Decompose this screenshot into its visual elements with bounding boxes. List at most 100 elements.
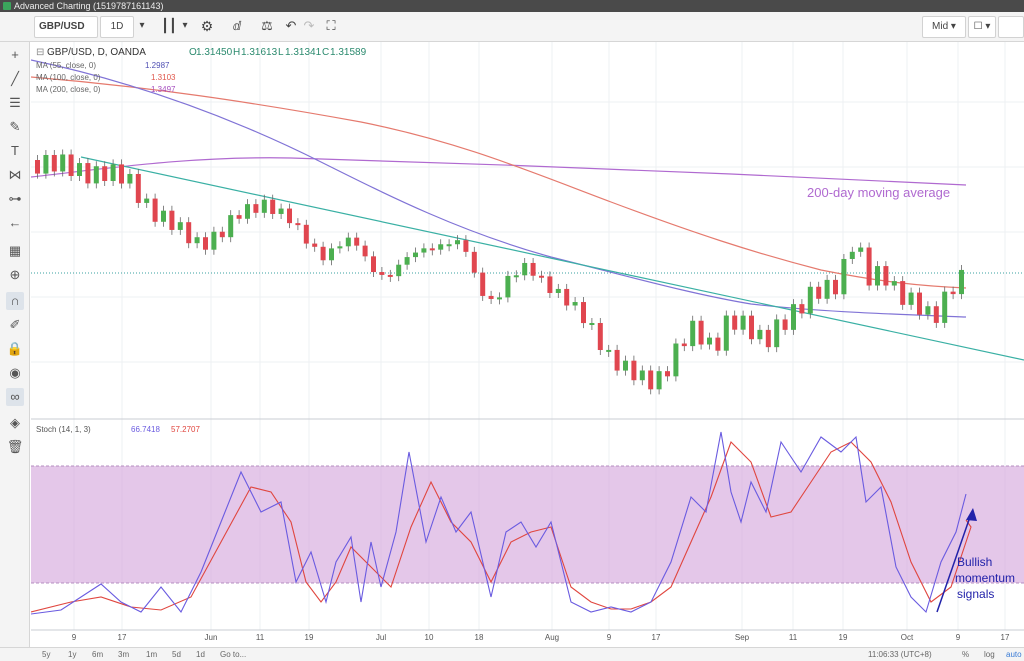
timeframe-3m[interactable]: 3m <box>118 650 130 659</box>
timeframe-5y[interactable]: 5y <box>42 650 51 659</box>
stoch-k-line <box>30 431 967 615</box>
undo-icon[interactable]: ↶ <box>285 18 297 33</box>
candle-body <box>631 360 637 381</box>
candle-body <box>329 248 334 261</box>
candle-body <box>891 281 897 286</box>
candles-style-icon[interactable]: ┃┃ <box>161 18 177 33</box>
candle-body <box>371 256 376 273</box>
timeframe-1m[interactable]: 1m <box>146 650 158 659</box>
timeframe-6m[interactable]: 6m <box>92 650 104 659</box>
toolbar-extra-button[interactable] <box>998 16 1024 38</box>
interval-chevron-down-icon[interactable]: ▾ <box>139 20 145 31</box>
goto-button[interactable]: Go to... <box>220 650 247 659</box>
legend-low: 1.31341 <box>285 47 322 58</box>
trend-line-icon[interactable]: ╱ <box>11 71 19 86</box>
candle-body <box>614 349 620 371</box>
crosshair-icon[interactable]: + <box>11 47 19 62</box>
bottom-bar: 5y 1y 6m 3m 1m 5d 1d Go to... 11:06:33 (… <box>0 647 1024 661</box>
x-tick-label: 19 <box>305 633 314 642</box>
lock-icon[interactable]: 🔒 <box>6 341 24 356</box>
candle-body <box>866 247 872 286</box>
ma55-label[interactable]: MA (55, close, 0) <box>36 61 96 70</box>
magnet-icon[interactable]: ∩ <box>6 292 24 310</box>
style-chevron-down-icon[interactable]: ▾ <box>182 20 188 31</box>
eye-icon[interactable]: ◉ <box>9 365 21 380</box>
gear-icon[interactable]: ⚙ <box>200 18 214 34</box>
percent-toggle[interactable]: % <box>962 650 970 659</box>
prediction-icon[interactable]: ⊶ <box>8 191 22 206</box>
candle-body <box>77 163 82 176</box>
redo-icon[interactable]: ↷ <box>303 18 315 33</box>
candle-body <box>849 251 855 259</box>
timeframe-1d[interactable]: 1d <box>196 650 205 659</box>
x-tick-label: Aug <box>545 633 559 642</box>
brush-icon[interactable]: ✎ <box>9 119 21 134</box>
candle-body <box>673 343 679 377</box>
candle-body <box>572 302 578 306</box>
pattern-icon[interactable]: ⋈ <box>8 167 22 182</box>
timeframe-1y[interactable]: 1y <box>68 650 77 659</box>
stay-drawing-icon[interactable]: ✐ <box>9 317 21 332</box>
text-tool-icon[interactable]: T <box>11 143 19 158</box>
interval-select[interactable]: 1D <box>100 16 134 38</box>
indicators-icon[interactable]: ⅆ <box>232 19 242 33</box>
symbol-label: GBP/USD <box>39 21 85 32</box>
candle-body <box>312 243 318 247</box>
compare-icon[interactable]: ⚖ <box>261 18 273 33</box>
candle-body <box>413 252 418 258</box>
candle-body <box>950 291 956 295</box>
measure-icon[interactable]: ▦ <box>8 243 22 258</box>
legend-close-label: C <box>322 47 329 58</box>
candle-body <box>539 275 544 278</box>
link-icon[interactable]: ∞ <box>6 388 24 406</box>
candle-body <box>723 315 729 351</box>
candle-body <box>749 315 754 340</box>
price-source-select[interactable]: Mid ▾ <box>922 16 966 38</box>
chart-area[interactable]: ⊟ GBP/USD, D, OANDA O 1.31450 H 1.31613 … <box>30 42 1024 647</box>
top-toolbar: GBP/USD 1D ▾ ┃┃ ▾ ⚙ ⅆ ⚖ ↶ ↷ ⛶ Mid ▾ ☐ ▾ <box>0 12 1024 42</box>
x-axis-ticks[interactable]: 9 17 Jun 11 19 Jul 10 18 Aug 9 17 Sep 11 19 Oct 9 17 <box>72 633 1010 642</box>
zoom-in-icon[interactable]: ⊕ <box>9 267 21 282</box>
candle-body <box>648 370 654 390</box>
candle-body <box>597 322 603 351</box>
stoch-label[interactable]: Stoch (14, 1, 3) <box>36 425 91 434</box>
symbol-search-input[interactable]: GBP/USD <box>34 16 98 38</box>
x-tick-label: 18 <box>475 633 484 642</box>
x-tick-label: Oct <box>901 633 914 642</box>
back-arrow-icon[interactable]: ← <box>8 215 22 230</box>
ma100-label[interactable]: MA (100, close, 0) <box>36 73 101 82</box>
candle-body <box>35 160 40 174</box>
momentum-arrow <box>936 513 972 613</box>
candle-body <box>690 320 696 347</box>
horizontal-lines-icon[interactable]: ☰ <box>9 95 21 110</box>
x-tick-label: 10 <box>425 633 434 642</box>
candle-body <box>488 295 494 299</box>
candle-body <box>270 199 276 214</box>
candle-body <box>942 291 948 323</box>
candle-body <box>480 272 486 296</box>
x-tick-label: 19 <box>839 633 848 642</box>
timeframe-5d[interactable]: 5d <box>172 650 181 659</box>
layers-icon[interactable]: ◈ <box>10 415 20 430</box>
auto-toggle[interactable]: auto <box>1006 650 1022 659</box>
candle-body <box>791 304 796 330</box>
candle-body <box>765 329 771 348</box>
ma200-annotation: 200-day moving average <box>807 185 950 200</box>
ma200-label[interactable]: MA (200, close, 0) <box>36 85 101 94</box>
candle-body <box>337 246 343 249</box>
log-toggle[interactable]: log <box>984 650 995 659</box>
momentum-annotation-line3: signals <box>957 587 994 601</box>
candle-body <box>345 237 351 247</box>
legend-collapse-icon[interactable]: ⊟ <box>36 47 44 58</box>
x-tick-label: 9 <box>956 633 961 642</box>
legend-open-label: O <box>189 47 197 58</box>
trash-icon[interactable]: 🗑 <box>6 439 24 454</box>
candle-body <box>782 319 788 330</box>
main-grid <box>31 101 1024 363</box>
layout-select[interactable]: ☐ ▾ <box>968 16 996 38</box>
ma55-value: 1.2987 <box>145 61 170 70</box>
fullscreen-icon[interactable]: ⛶ <box>326 18 336 33</box>
candle-body <box>757 329 763 340</box>
x-tick-label: Jul <box>376 633 386 642</box>
ma55-line <box>30 59 967 318</box>
